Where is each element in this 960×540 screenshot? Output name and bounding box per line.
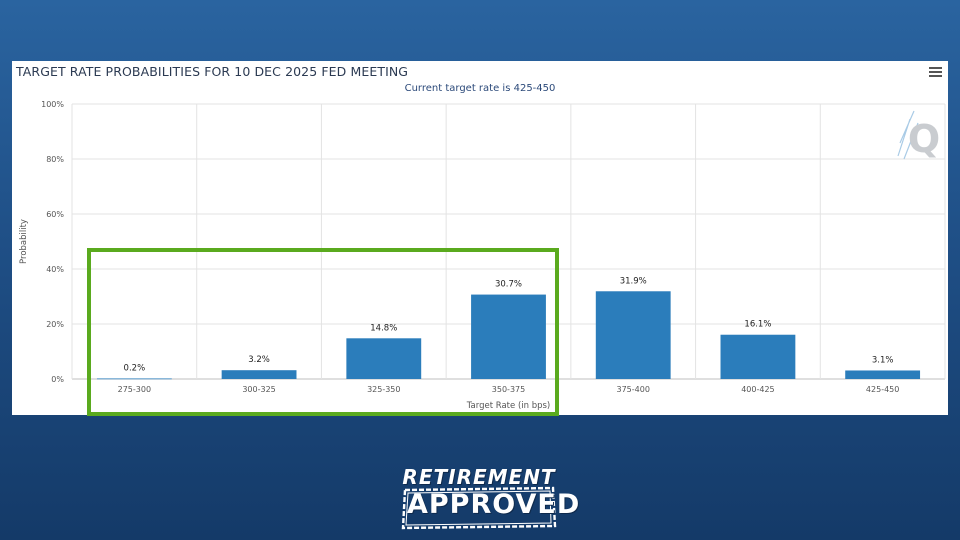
bar-325-350[interactable]: [346, 338, 422, 379]
hamburger-menu-icon[interactable]: [929, 67, 942, 79]
labels-layer: 0.2% 3.2% 14.8% 30.7% 31.9% 16.1% 3.1%: [124, 276, 894, 373]
badge-bottom-text: APPROVED: [407, 489, 581, 520]
chart-title: TARGET RATE PROBABILITIES FOR 10 DEC 202…: [16, 64, 409, 79]
data-label: 31.9%: [620, 276, 647, 286]
y-tick-label: 20%: [46, 320, 64, 329]
bars-layer: [96, 291, 921, 380]
x-axis-title: Target Rate (in bps): [466, 401, 551, 411]
data-label: 14.8%: [370, 323, 397, 333]
x-tick-label: 400-425: [741, 385, 774, 394]
y-tick-label: 100%: [41, 100, 64, 109]
retirement-approved-badge: RETIREMENT APPROVED: [393, 462, 581, 532]
badge-top-text: RETIREMENT: [402, 465, 556, 489]
y-tick-label: 0%: [51, 375, 64, 384]
badge-stamp-icon: [401, 486, 557, 530]
bar-300-325[interactable]: [221, 370, 297, 379]
chart-subtitle: Current target rate is 425-450: [404, 83, 556, 94]
grid-layer: [71, 103, 946, 380]
x-tick-label: 300-325: [242, 385, 275, 394]
x-tick-label: 325-350: [367, 385, 400, 394]
bar-chart: Q 0.2% 3.2% 14.8% 30.7% 31.9% 16.1% 3.1% 0% 20%…: [19, 100, 946, 411]
y-tick-label: 80%: [46, 155, 64, 164]
data-label: 16.1%: [744, 320, 771, 330]
bar-425-450[interactable]: [845, 370, 921, 379]
data-label: 30.7%: [495, 280, 522, 290]
data-label: 3.1%: [872, 355, 894, 365]
data-label: 3.2%: [248, 355, 270, 365]
chart-panel: TARGET RATE PROBABILITIES FOR 10 DEC 202…: [12, 61, 948, 415]
axis-layer: 0% 20% 40% 60% 80% 100% 275-300 300-325 325-350 3…: [19, 100, 899, 411]
y-tick-label: 40%: [46, 265, 64, 274]
y-tick-label: 60%: [46, 210, 64, 219]
bar-275-300[interactable]: [96, 378, 172, 380]
watermark-letter: Q: [908, 117, 940, 161]
bar-400-425[interactable]: [720, 334, 796, 379]
x-tick-label: 275-300: [118, 385, 151, 394]
x-tick-label: 425-450: [866, 385, 899, 394]
bar-375-400[interactable]: [595, 291, 671, 379]
y-axis-title: Probability: [19, 219, 29, 264]
bar-350-375[interactable]: [471, 294, 546, 379]
x-tick-label: 375-400: [616, 385, 649, 394]
x-tick-label: 350-375: [492, 385, 525, 394]
highlight-box: [87, 248, 559, 416]
quikstrike-q-logo-icon: Q: [897, 110, 940, 161]
data-label: 0.2%: [124, 363, 146, 373]
